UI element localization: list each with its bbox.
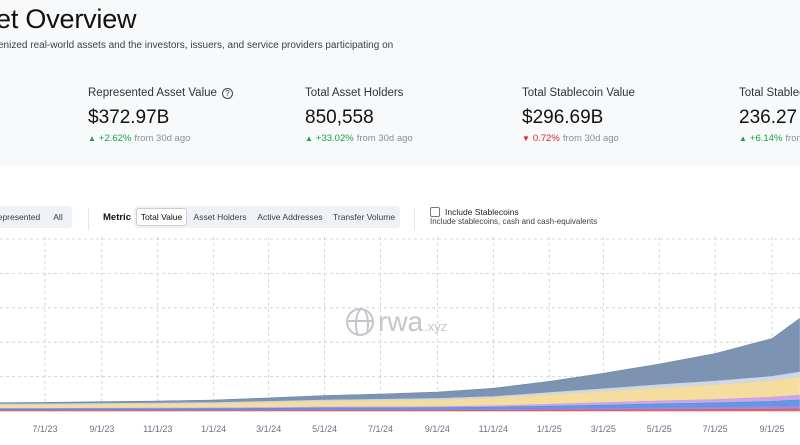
stat-label: Total Asset Holders bbox=[305, 87, 404, 99]
globe-icon bbox=[346, 308, 374, 336]
metric-option-active-addresses[interactable]: Active Addresses bbox=[257, 212, 323, 222]
arrow-down-icon: ▼ bbox=[522, 134, 530, 143]
metric-option-total-value[interactable]: Total Value bbox=[136, 208, 187, 226]
stat-value: 236.27 bbox=[739, 107, 798, 128]
rwa-watermark: rwa .xyz bbox=[346, 306, 447, 338]
stat-period: from bbox=[785, 133, 800, 144]
total-value-chart[interactable] bbox=[0, 237, 800, 445]
chart-controls: epresented All Metric Total Value Asset … bbox=[0, 206, 800, 230]
x-tick-label: 7/1/25 bbox=[702, 424, 728, 434]
include-stablecoins-checkbox[interactable] bbox=[430, 207, 440, 217]
x-tick-label: 9/1/23 bbox=[89, 424, 115, 434]
x-tick-label: 11/1/24 bbox=[478, 424, 508, 434]
stat-total-stablecoin-value: Total Stablecoin Value $296.69B ▼ 0.72% … bbox=[522, 86, 635, 144]
stat-period: from 30d ago bbox=[356, 133, 413, 144]
page-subtitle: enized real-world assets and the investo… bbox=[0, 40, 394, 51]
page-title: et Overview bbox=[0, 4, 137, 34]
stat-label: Total Stablecoin Value bbox=[522, 87, 635, 99]
metric-label: Metric bbox=[103, 212, 131, 223]
stat-change: +2.62% bbox=[98, 133, 132, 144]
stat-change: +33.02% bbox=[315, 133, 354, 144]
stat-value: 850,558 bbox=[305, 107, 374, 128]
metric-option-asset-holders[interactable]: Asset Holders bbox=[193, 212, 247, 222]
stat-total-asset-holders: Total Asset Holders 850,558 ▲ +33.02% fr… bbox=[305, 86, 413, 144]
x-tick-label: 9/1/25 bbox=[759, 424, 785, 434]
metric-option-transfer-volume[interactable]: Transfer Volume bbox=[333, 212, 396, 222]
x-tick-label: 7/1/24 bbox=[368, 424, 394, 434]
stat-value: $296.69B bbox=[522, 107, 604, 128]
x-tick-label: 3/1/24 bbox=[256, 424, 282, 434]
include-stablecoins-help: Include stablecoins, cash and cash-equiv… bbox=[430, 217, 598, 226]
info-icon[interactable]: ? bbox=[221, 87, 233, 99]
stat-total-stablecoin-holders: Total Stablecoi 236.27 ▲ +6.14% from bbox=[739, 86, 800, 144]
stat-label: Represented Asset Value bbox=[88, 87, 217, 99]
watermark-text: rwa bbox=[378, 306, 424, 337]
x-tick-label: 9/1/24 bbox=[424, 424, 450, 434]
arrow-up-icon: ▲ bbox=[305, 134, 313, 143]
arrow-up-icon: ▲ bbox=[739, 134, 747, 143]
view-option-all[interactable]: All bbox=[53, 212, 63, 222]
arrow-up-icon: ▲ bbox=[88, 134, 96, 143]
watermark-suffix: .xyz bbox=[424, 319, 448, 334]
stat-represented-asset-value: Represented Asset Value ? $372.97B ▲ +2.… bbox=[88, 86, 233, 144]
stacked-area-chart[interactable] bbox=[0, 237, 800, 445]
view-toggle: epresented All bbox=[0, 206, 72, 228]
divider bbox=[88, 208, 89, 230]
stat-value: $372.97B bbox=[88, 107, 170, 128]
view-option-represented[interactable]: epresented bbox=[0, 212, 41, 222]
x-tick-label: 1/1/24 bbox=[201, 424, 227, 434]
stat-label: Total Stablecoi bbox=[739, 87, 800, 99]
x-tick-label: 5/1/25 bbox=[646, 424, 672, 434]
stat-change: 0.72% bbox=[532, 133, 560, 144]
stat-change: +6.14% bbox=[749, 133, 783, 144]
stat-period: from 30d ago bbox=[134, 133, 191, 144]
include-stablecoins-label[interactable]: Include Stablecoins bbox=[445, 207, 519, 217]
stat-period: from 30d ago bbox=[562, 133, 619, 144]
metric-selector: Total Value Asset Holders Active Address… bbox=[134, 206, 400, 228]
x-tick-label: 11/1/23 bbox=[143, 424, 173, 434]
x-tick-label: 7/1/23 bbox=[32, 424, 58, 434]
x-tick-label: 5/1/24 bbox=[312, 424, 338, 434]
x-tick-label: 3/1/25 bbox=[590, 424, 616, 434]
x-axis-labels: 7/1/23 9/1/23 11/1/23 1/1/24 3/1/24 5/1/24 7/1… bbox=[0, 424, 800, 438]
x-tick-label: 1/1/25 bbox=[536, 424, 562, 434]
overview-header: et Overview enized real-world assets and… bbox=[0, 0, 800, 166]
divider bbox=[414, 208, 415, 230]
